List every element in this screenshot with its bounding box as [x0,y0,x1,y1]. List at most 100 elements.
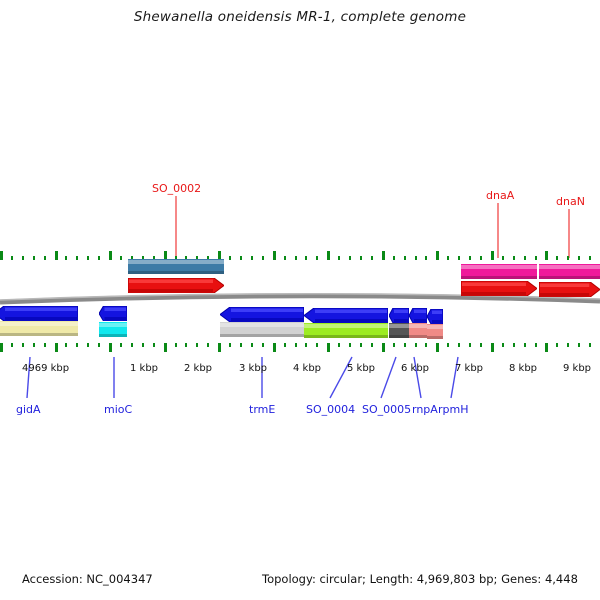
ruler-tick-major [272,251,276,260]
ruler-tick-major [0,251,3,260]
ruler-tick-minor [534,343,537,347]
ruler-tick-minor [120,343,122,347]
product-bar-gida[interactable] [0,321,78,336]
ruler-tick-minor [305,343,308,347]
forward-gene-label[interactable]: SO_0002 [152,182,202,195]
ruler-tick-minor [10,256,13,260]
ruler-label: 1 kbp [130,363,159,374]
product-bar-rnpa[interactable] [409,323,427,338]
ruler-tick-major [436,343,440,352]
gene-arrow-dnaa[interactable] [461,281,537,296]
ruler-tick-minor [458,256,461,260]
reverse-gene-label[interactable]: SO_0004 [306,403,356,416]
gene-arrow-trme[interactable] [220,307,304,322]
ruler-tick-minor [403,256,406,260]
ruler-tick-minor [447,256,450,260]
reverse-gene-label[interactable]: gidA [16,403,41,416]
ruler-tick-minor [185,343,188,347]
ruler-tick-minor [240,256,242,260]
product-bar-dnaa[interactable] [461,264,537,279]
gene-arrow-so0005[interactable] [389,308,409,323]
product-bar-so0005[interactable] [389,323,409,338]
ruler-tick-minor [578,343,581,347]
gene-arrow-so0002[interactable] [128,278,224,293]
ruler-tick-major [327,343,331,352]
ruler-label: 6 kbp [401,363,430,374]
ruler-label: 8 kbp [509,363,538,374]
ruler-tick-minor [152,343,155,347]
ruler-tick-minor [261,343,264,347]
ruler-tick-minor [534,256,537,260]
ruler-tick-major [545,251,549,260]
ruler-tick-major [163,343,167,352]
ruler-label: 4 kbp [293,363,322,374]
ruler-tick-minor [283,343,286,347]
reverse-gene-label[interactable]: rnpA [412,403,438,416]
ruler-tick-minor [425,343,428,347]
ruler-tick-minor [283,256,286,260]
ruler-tick-minor [43,343,46,347]
ruler-tick-minor [589,343,592,347]
product-bar-so0004[interactable] [304,323,388,338]
gene-arrow-rpmh[interactable] [427,309,443,324]
ruler-tick-minor [501,343,504,347]
ruler-tick-minor [65,256,68,260]
ruler-tick-minor [360,256,362,260]
ruler-tick-minor [294,256,297,260]
ruler-tick-minor [130,343,133,347]
forward-gene-label[interactable]: dnaA [486,189,515,202]
ruler-tick-minor [76,343,79,347]
product-bar-trme[interactable] [220,322,304,337]
reverse-gene-label[interactable]: rpmH [438,403,469,416]
ruler-tick-major [436,251,440,260]
ruler-label: 3 kbp [239,363,268,374]
ruler-tick-minor [567,256,570,260]
ruler-tick-minor [10,343,13,347]
reverse-gene-label[interactable]: SO_0005 [362,403,412,416]
reverse-gene-label[interactable]: trmE [249,403,276,416]
ruler-tick-minor [425,256,428,260]
product-bar-so0002[interactable] [128,259,224,274]
product-bar-dnan[interactable] [539,264,600,279]
gene-arrow-so0004[interactable] [304,308,388,323]
gene-arrow-mioc[interactable] [99,306,127,321]
product-bar-mioc[interactable] [99,322,127,337]
ruler-tick-minor [480,256,482,260]
ruler-tick-minor [360,343,362,347]
reverse-gene-label[interactable]: mioC [104,403,133,416]
ruler-tick-minor [305,256,308,260]
ruler-tick-minor [349,343,352,347]
product-bar-rpmh[interactable] [427,324,443,339]
ruler-tick-minor [370,343,373,347]
ruler-tick-major [545,343,549,352]
ruler-tick-minor [207,343,210,347]
gene-arrow-gida[interactable] [0,306,78,321]
gene-arrow-rnpa[interactable] [409,308,427,323]
ruler-tick-minor [512,343,515,347]
ruler-tick-minor [240,343,242,347]
gene-arrow-dnan[interactable] [539,282,600,297]
ruler-tick-minor [196,256,199,260]
ruler-label: 5 kbp [347,363,376,374]
ruler-label: 2 kbp [184,363,213,374]
ruler-tick-minor [458,343,461,347]
forward-gene-label[interactable]: dnaN [556,195,585,208]
page-title: Shewanella oneidensis MR-1, complete gen… [133,9,467,25]
ruler-tick-minor [403,343,406,347]
ruler-tick-minor [414,343,417,347]
ruler-tick-minor [392,256,395,260]
ruler-tick-minor [512,256,515,260]
ruler-tick-minor [43,256,46,260]
ruler-tick-minor [414,256,417,260]
genome-backbone [0,293,600,305]
ruler-tick-minor [556,343,559,347]
ruler-tick-minor [21,256,24,260]
ruler-tick-major [381,251,385,260]
ruler-tick-minor [174,256,177,260]
ruler-tick-minor [480,343,482,347]
ruler-tick-major [109,343,113,352]
ruler-tick-major [490,343,494,352]
ruler-tick-major [54,343,58,352]
ruler-tick-minor [87,256,90,260]
